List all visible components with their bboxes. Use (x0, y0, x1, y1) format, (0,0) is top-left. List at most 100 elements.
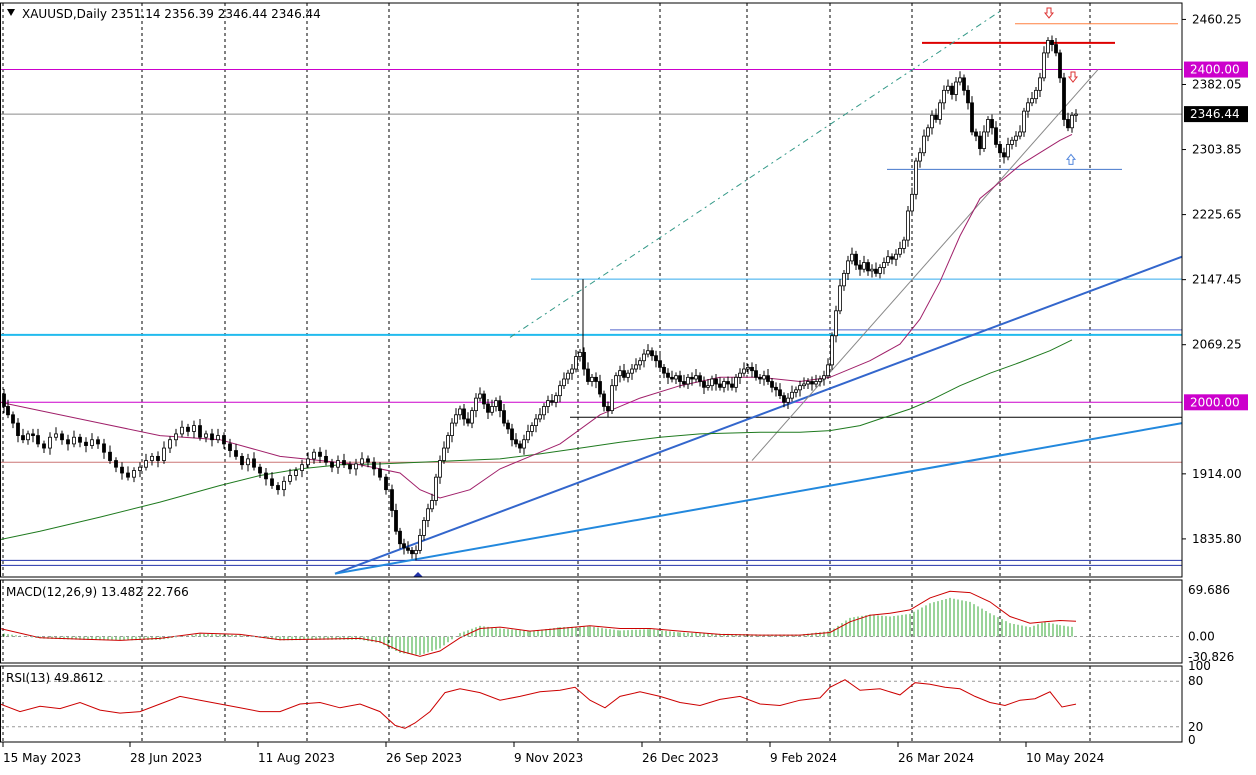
y-axis-label: 2069.25 (1192, 338, 1242, 352)
candle-body (602, 393, 606, 407)
candle-body (830, 335, 834, 366)
candle-body (132, 470, 136, 478)
candle-body (498, 400, 502, 412)
candle-body (402, 543, 406, 549)
candle-body (730, 383, 734, 388)
candle-body (622, 370, 626, 378)
rsi-axis-label: 100 (1188, 659, 1211, 673)
candle-body (1022, 110, 1026, 133)
candle-body (906, 210, 910, 241)
candle-body (42, 443, 46, 449)
y-axis-label: 1914.00 (1192, 467, 1242, 481)
candle-body (990, 119, 994, 129)
x-axis-label: 26 Mar 2024 (898, 751, 974, 765)
candle-body (1006, 144, 1010, 158)
candle-body (726, 381, 730, 385)
trend-line (334, 255, 1183, 575)
candle-body (450, 422, 454, 436)
candle-body (558, 385, 562, 397)
candle-body (670, 376, 674, 380)
candle-body (1034, 89, 1038, 100)
candle-body (144, 460, 148, 468)
candle-body (538, 414, 542, 420)
x-axis-label: 28 Jun 2023 (130, 751, 202, 765)
candle-body (922, 135, 926, 154)
candle-body (750, 366, 754, 372)
candle-body (878, 267, 882, 274)
chevron-down-icon[interactable] (7, 9, 15, 16)
y-axis-label: 2225.65 (1192, 208, 1242, 222)
candle-body (594, 376, 598, 382)
candle-body (204, 433, 208, 438)
candle-body (934, 114, 938, 120)
candle-body (562, 378, 566, 387)
candle-body (294, 470, 298, 476)
candle-body (978, 135, 982, 149)
candle-body (930, 114, 934, 129)
candle-body (838, 285, 842, 312)
candle-body (1026, 102, 1030, 112)
candle-body (814, 381, 818, 385)
candle-body (180, 426, 184, 435)
y-axis-label: 2303.85 (1192, 143, 1242, 157)
candle-body (994, 127, 998, 145)
candle-body (1002, 152, 1006, 158)
candle-body (958, 77, 962, 83)
candle-body (918, 152, 922, 162)
candle-body (794, 389, 798, 393)
candle-body (6, 406, 10, 416)
rsi-axis-label: 0 (1188, 733, 1196, 747)
symbol-header: XAUUSD,Daily 2351.14 2356.39 2346.44 234… (22, 7, 321, 21)
trend-line (334, 422, 1183, 575)
y-axis-label: 1835.80 (1192, 532, 1242, 546)
candle-body (48, 436, 52, 449)
candle-body (312, 451, 316, 460)
candle-body (854, 253, 858, 266)
candle-body (646, 350, 650, 355)
candle-body (758, 376, 762, 380)
candle-body (36, 435, 40, 445)
candle-body (790, 391, 794, 399)
candle-body (802, 383, 806, 387)
candle-body (638, 360, 642, 366)
candle-body (384, 476, 388, 491)
candle-body (186, 426, 190, 432)
candle-body (946, 85, 950, 91)
candle-body (342, 460, 346, 466)
candle-body (714, 378, 718, 385)
candle-body (426, 508, 430, 521)
candle-body (1062, 77, 1066, 120)
candle-body (168, 439, 172, 449)
candle-body (970, 102, 974, 133)
candle-body (542, 406, 546, 416)
candle-body (510, 428, 514, 441)
candle-body (850, 253, 854, 262)
candle-body (578, 351, 582, 357)
candle-body (526, 431, 530, 441)
candle-body (414, 549, 418, 555)
price-label-box (1184, 106, 1248, 123)
candle-body (108, 451, 112, 461)
candle-body (718, 383, 722, 388)
candle-body (216, 435, 220, 441)
candle-body (882, 262, 886, 268)
price-label-box (1184, 394, 1248, 411)
candle-body (606, 406, 610, 412)
candle-body (300, 464, 304, 471)
candle-body (102, 443, 106, 453)
arrow-down-icon (1067, 71, 1079, 83)
candle-body (550, 400, 554, 403)
candle-body (506, 422, 510, 430)
candle-body (914, 160, 918, 195)
x-axis-label: 26 Sep 2023 (386, 751, 462, 765)
candle-body (870, 268, 874, 272)
candle-body (654, 355, 658, 362)
candle-body (862, 262, 866, 270)
candle-body (84, 441, 88, 446)
candle-body (722, 381, 726, 388)
candle-body (1014, 135, 1018, 141)
candle-body (336, 460, 340, 468)
candle-body (264, 472, 268, 480)
candle-body (1046, 40, 1050, 54)
